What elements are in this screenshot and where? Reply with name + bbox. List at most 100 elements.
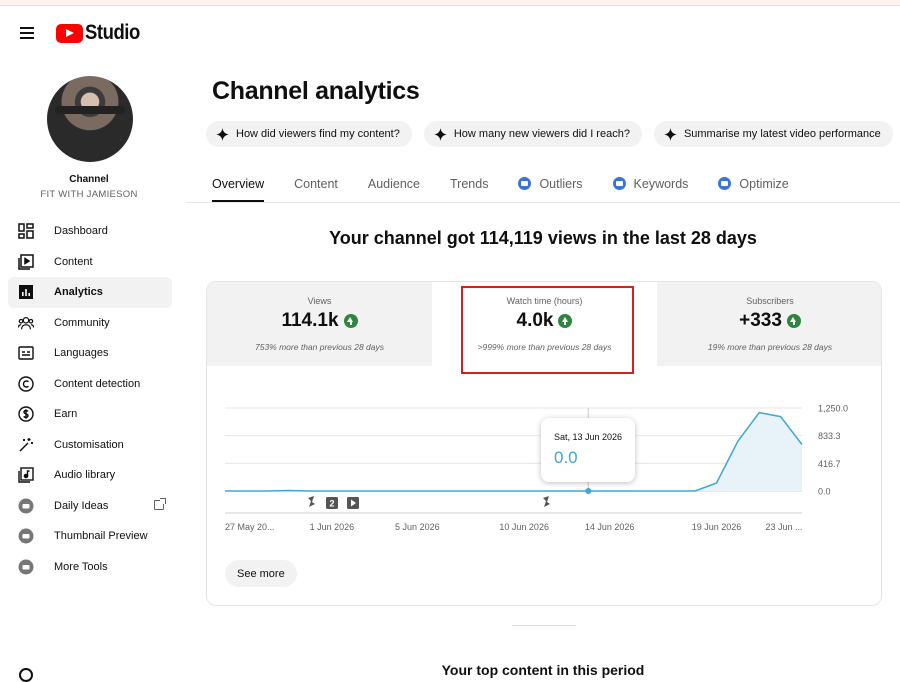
extension-icon <box>718 177 732 190</box>
arrow-up-icon <box>558 314 573 328</box>
sidebar-item-label: Dashboard <box>54 225 108 238</box>
tab-keywords[interactable]: Keywords <box>612 168 689 202</box>
metric-value: 114.1k <box>207 310 432 332</box>
sidebar-item-label: Thumbnail Preview <box>54 530 148 543</box>
tab-label: Keywords <box>633 177 689 191</box>
analytics-tabs: Overview Content Audience Trends Outlier… <box>212 168 819 202</box>
metric-label: Views <box>307 296 332 306</box>
shorts-marker-icon <box>308 496 315 507</box>
sidebar-item-thumbnail-preview[interactable]: Thumbnail Preview <box>8 521 172 552</box>
x-tick-label: 5 Jun 2026 <box>395 522 440 532</box>
see-more-button[interactable]: See more <box>225 560 297 587</box>
content-icon <box>18 254 34 270</box>
chip-label: Summarise my latest video performance <box>683 128 881 140</box>
audio-library-icon <box>18 467 34 483</box>
youtube-play-icon <box>56 23 83 43</box>
hamburger-menu-icon[interactable] <box>20 27 34 39</box>
chip-viewer-sources[interactable]: How did viewers find my content? <box>206 121 412 147</box>
metric-comparison: 753% more than previous 28 days <box>255 342 384 352</box>
chip-label: How did viewers find my content? <box>236 128 400 140</box>
tab-content[interactable]: Content <box>294 168 338 202</box>
metric-subscribers[interactable]: Subscribers +333 19% more than previous … <box>657 282 881 366</box>
metric-label: Watch time (hours) <box>506 296 583 306</box>
shorts-marker-icon <box>543 496 550 507</box>
metric-comparison: 19% more than previous 28 days <box>707 342 833 352</box>
tab-trends[interactable]: Trends <box>450 168 488 202</box>
tab-optimize[interactable]: Optimize <box>718 168 789 202</box>
external-link-icon[interactable] <box>154 497 166 510</box>
chip-summarise-video[interactable]: Summarise my latest video performance <box>653 121 893 147</box>
multi-upload-marker <box>326 497 338 509</box>
tab-label: Content <box>294 177 338 191</box>
studio-logo[interactable]: Studio <box>56 21 147 45</box>
metric-value-text: 4.0k <box>516 310 554 331</box>
series-area <box>225 412 802 491</box>
sidebar-item-label: Content detection <box>54 377 141 390</box>
sidebar-item-label: Audio library <box>54 469 116 482</box>
extension-icon <box>18 528 34 544</box>
tab-label: Trends <box>450 177 489 191</box>
sidebar-item-content-detection[interactable]: Content detection <box>8 369 172 400</box>
page-title: Channel analytics <box>212 77 420 105</box>
community-icon <box>18 315 34 331</box>
arrow-up-icon <box>786 314 801 328</box>
sidebar-item-label: Analytics <box>54 286 103 299</box>
tab-audience[interactable]: Audience <box>368 168 420 202</box>
summary-headline: Your channel got 114,119 views in the la… <box>329 228 757 248</box>
highlight-box <box>461 286 634 374</box>
sidebar-item-content[interactable]: Content <box>8 247 172 278</box>
sparkle-icon <box>216 127 229 141</box>
tab-outliers[interactable]: Outliers <box>518 168 583 202</box>
sidebar-item-languages[interactable]: Languages <box>8 338 172 369</box>
tab-overview[interactable]: Overview <box>212 168 265 202</box>
y-tick-label: 1,250.0 <box>818 404 848 414</box>
data-point <box>585 488 592 494</box>
sidebar-item-label: Languages <box>54 347 109 360</box>
sidebar-item-more-tools[interactable]: More Tools <box>8 552 172 583</box>
sidebar-item-community[interactable]: Community <box>8 308 172 339</box>
dashboard-icon <box>18 223 34 239</box>
tabs-divider <box>186 202 900 203</box>
metric-comparison: >999% more than previous 28 days <box>477 342 612 352</box>
channel-title: Channel <box>69 174 109 185</box>
channel-name: FIT WITH JAMIESON <box>40 189 138 200</box>
section-divider <box>512 625 576 626</box>
y-tick-label: 0.0 <box>818 487 831 497</box>
tooltip-value: 0.0 <box>554 448 578 467</box>
top-content-title: Your top content in this period <box>441 662 645 678</box>
channel-avatar[interactable] <box>47 76 133 162</box>
suggestion-chips: How did viewers find my content? How man… <box>206 121 893 147</box>
sidebar-item-label: Customisation <box>54 438 124 451</box>
sidebar-item-label: Daily Ideas <box>54 499 109 512</box>
settings-icon[interactable] <box>19 668 33 682</box>
analytics-icon <box>18 284 34 300</box>
metric-label: Subscribers <box>746 296 794 306</box>
sidebar-item-earn[interactable]: Earn <box>8 399 172 430</box>
arrow-up-icon <box>343 314 358 328</box>
sidebar-nav: Dashboard Content Analytics Community La… <box>8 216 172 582</box>
extension-icon <box>18 498 34 514</box>
chip-new-viewers[interactable]: How many new viewers did I reach? <box>423 121 642 147</box>
sparkle-icon <box>433 127 447 141</box>
tab-label: Overview <box>212 177 265 191</box>
x-tick-label: 1 Jun 2026 <box>310 522 355 532</box>
browser-top-edge <box>0 0 900 6</box>
video-marker-play <box>351 499 356 507</box>
sidebar-item-dashboard[interactable]: Dashboard <box>8 216 172 247</box>
sidebar-item-daily-ideas[interactable]: Daily Ideas <box>8 491 172 522</box>
metric-watch-time[interactable]: Watch time (hours) 4.0k >999% more than … <box>432 282 657 366</box>
y-tick-label: 833.3 <box>818 431 841 441</box>
sidebar-item-audio-library[interactable]: Audio library <box>8 460 172 491</box>
marker-count: 2 <box>329 499 334 509</box>
x-tick-label: 14 Jun 2026 <box>585 522 635 532</box>
sidebar-item-analytics[interactable]: Analytics <box>8 277 172 308</box>
magic-wand-icon <box>18 437 34 453</box>
x-tick-label: 23 Jun ... <box>765 522 802 532</box>
tooltip-date: Sat, 13 Jun 2026 <box>554 432 623 442</box>
metric-views[interactable]: Views 114.1k 753% more than previous 28 … <box>207 282 432 366</box>
metric-value-text: 114.1k <box>281 310 339 331</box>
sidebar-item-customisation[interactable]: Customisation <box>8 430 172 461</box>
extension-icon <box>518 177 532 190</box>
sparkle-icon <box>663 127 677 141</box>
